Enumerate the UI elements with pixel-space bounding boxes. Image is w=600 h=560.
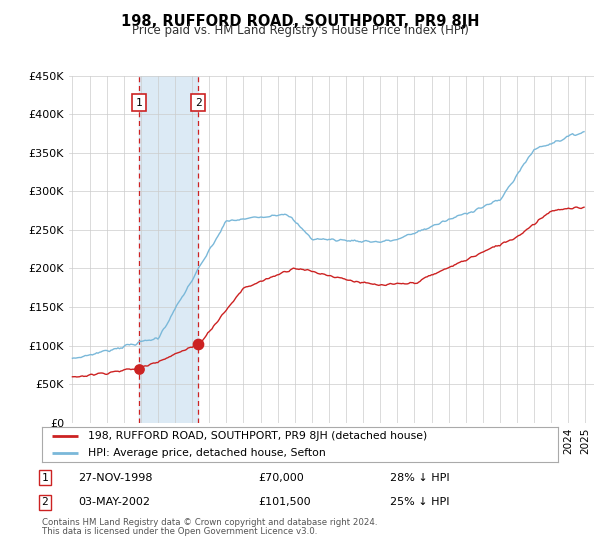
Text: 198, RUFFORD ROAD, SOUTHPORT, PR9 8JH (detached house): 198, RUFFORD ROAD, SOUTHPORT, PR9 8JH (d… (88, 431, 428, 441)
Bar (139, 76, 198, 423)
Text: £101,500: £101,500 (258, 497, 311, 507)
Text: HPI: Average price, detached house, Sefton: HPI: Average price, detached house, Seft… (88, 448, 326, 458)
Text: 25% ↓ HPI: 25% ↓ HPI (390, 497, 449, 507)
Text: Price paid vs. HM Land Registry's House Price Index (HPI): Price paid vs. HM Land Registry's House … (131, 24, 469, 37)
Text: 198, RUFFORD ROAD, SOUTHPORT, PR9 8JH: 198, RUFFORD ROAD, SOUTHPORT, PR9 8JH (121, 14, 479, 29)
Text: 03-MAY-2002: 03-MAY-2002 (78, 497, 150, 507)
Text: 1: 1 (136, 97, 142, 108)
Text: £70,000: £70,000 (258, 473, 304, 483)
Text: Contains HM Land Registry data © Crown copyright and database right 2024.: Contains HM Land Registry data © Crown c… (42, 519, 377, 528)
Text: 2: 2 (41, 497, 49, 507)
Text: 2: 2 (195, 97, 202, 108)
Text: This data is licensed under the Open Government Licence v3.0.: This data is licensed under the Open Gov… (42, 528, 317, 536)
Text: 28% ↓ HPI: 28% ↓ HPI (390, 473, 449, 483)
Text: 1: 1 (41, 473, 49, 483)
Point (193, 340, 203, 349)
Point (134, 365, 144, 374)
Text: 27-NOV-1998: 27-NOV-1998 (78, 473, 152, 483)
